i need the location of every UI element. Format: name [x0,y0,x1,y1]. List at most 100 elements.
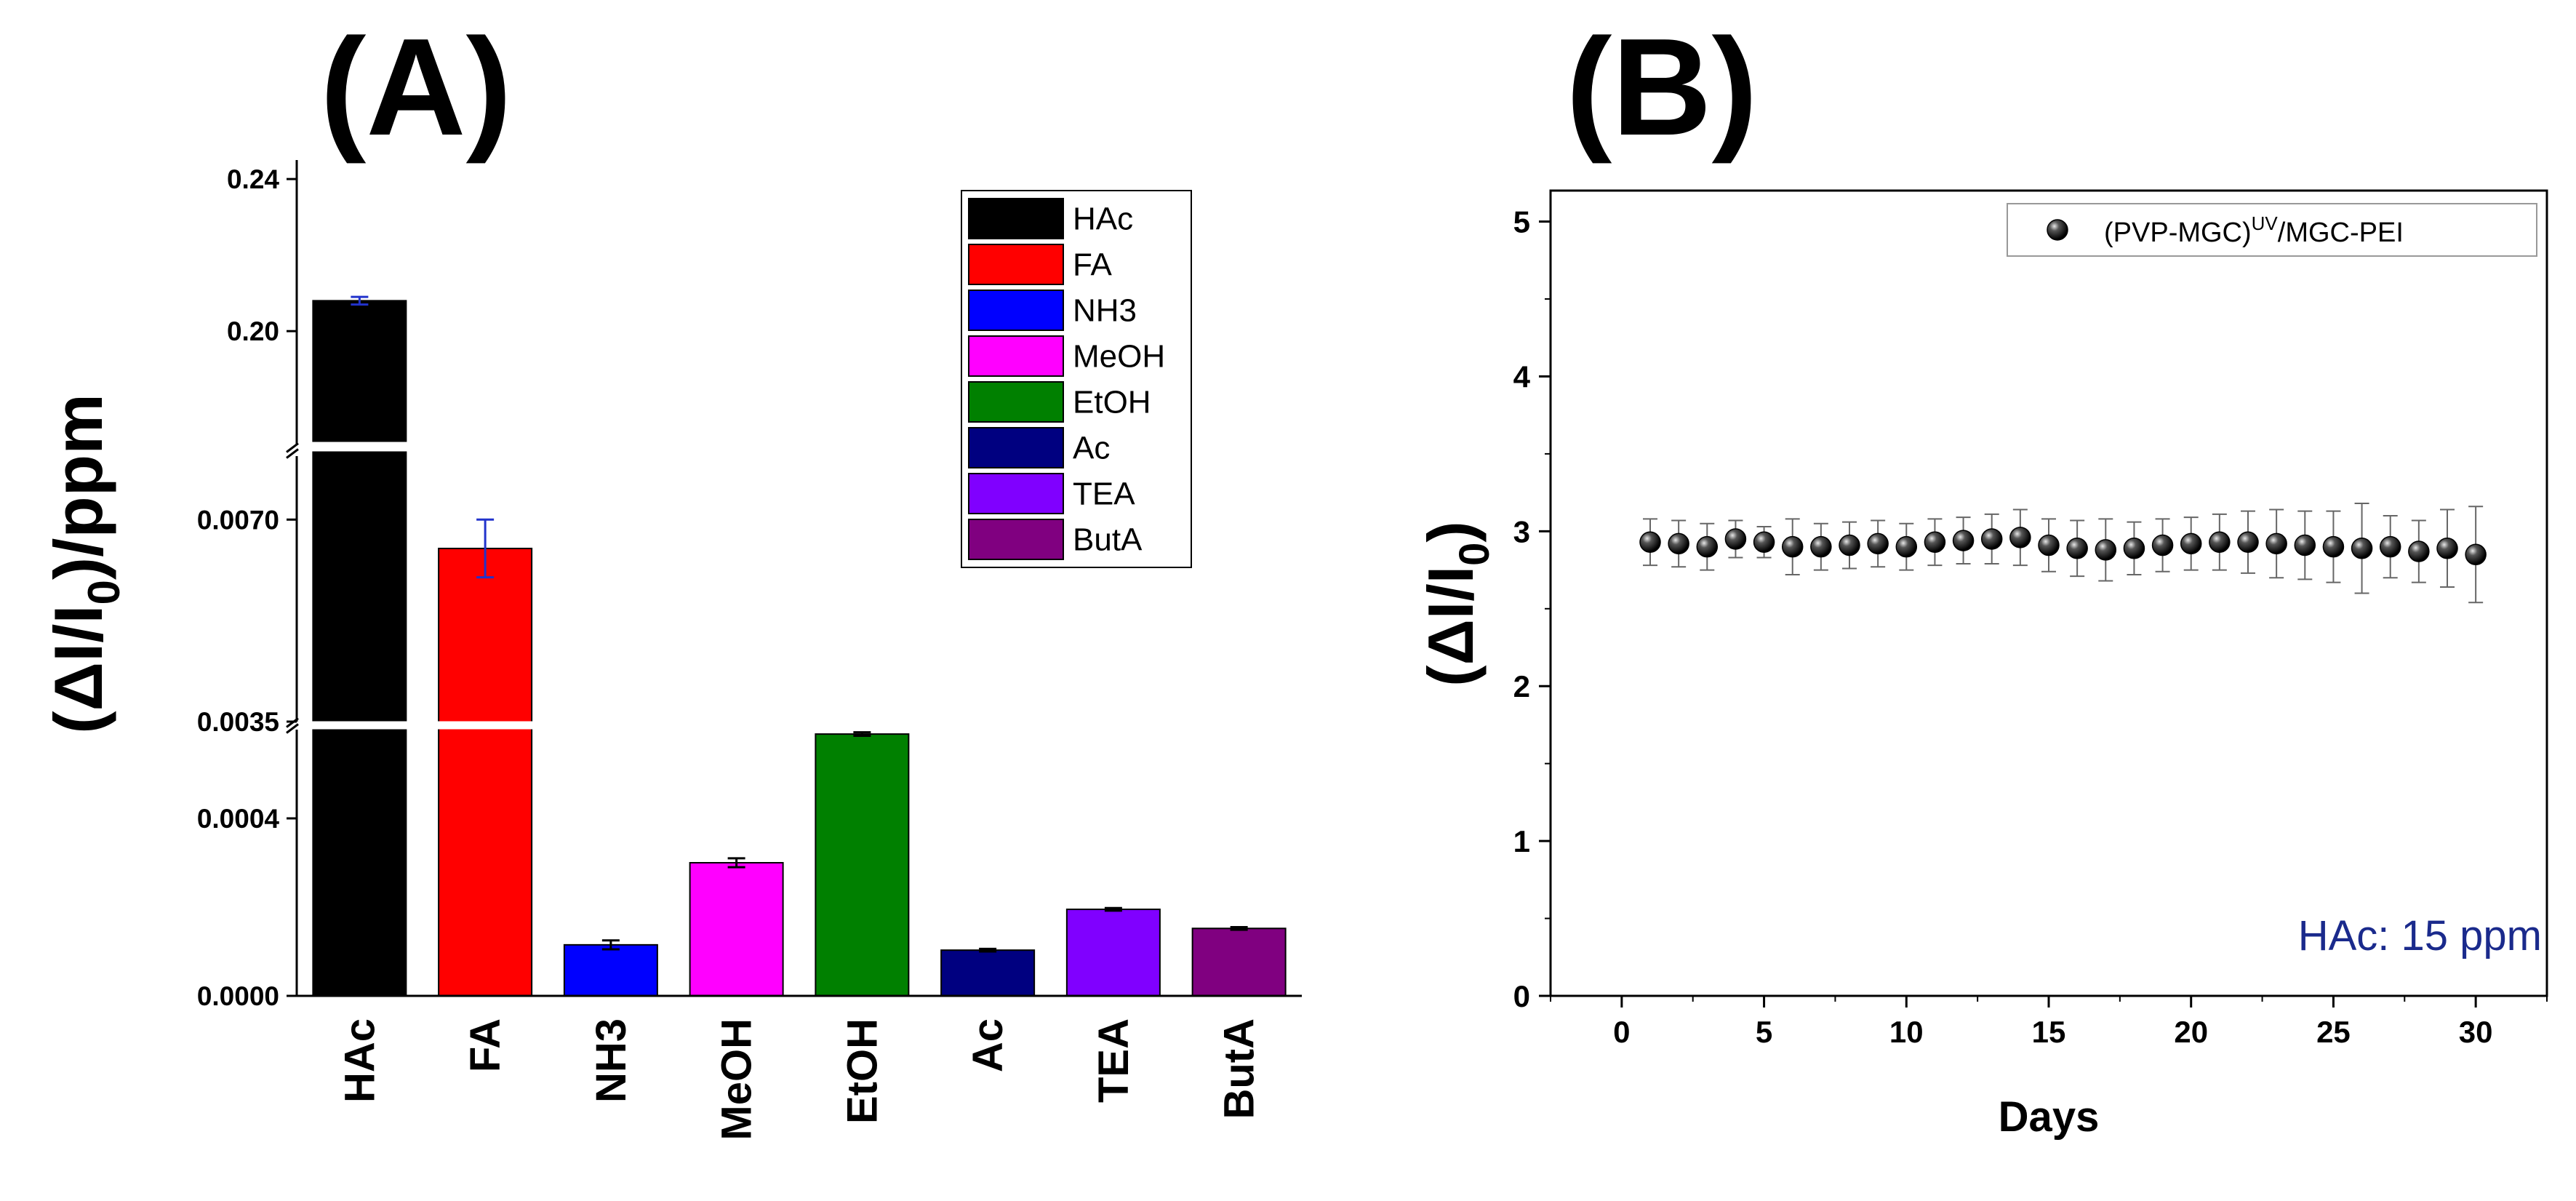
panel-a-label: (A) [320,10,512,164]
data-point-day-30 [2465,543,2487,566]
y-tick-label: 5 [1513,205,1530,239]
x-tick-label-nh3: NH3 [588,1018,635,1103]
panel-b-x-axis-title: Days [1999,1093,2100,1141]
data-point-day-18 [2123,538,2145,559]
y-tick-label: 0.24 [227,164,279,194]
x-tick-label: 0 [1613,1015,1630,1049]
legend-label-tea: TEA [1073,476,1135,512]
panel-b-y-axis-title: (ΔI/I0) [1415,521,1498,686]
legend-label-etoh: EtOH [1073,385,1151,420]
data-point-day-3 [1696,535,1719,558]
x-tick-label: 15 [2032,1015,2066,1049]
data-point-day-4 [1724,528,1747,550]
x-tick-label: 30 [2459,1015,2493,1049]
data-point-day-21 [2209,531,2231,553]
axis-break-mark [286,442,299,453]
legend-label-hac: HAc [1073,202,1133,237]
data-point-day-22 [2237,531,2259,553]
x-tick-label: 20 [2174,1015,2208,1049]
y-tick-label: 0.0035 [197,707,279,737]
data-point-day-10 [1895,535,1918,558]
data-point-day-17 [2095,539,2117,561]
x-tick-label-etoh: EtOH [839,1018,886,1124]
data-point-day-12 [1952,530,1975,551]
y-tick-label: 1 [1513,824,1530,858]
legend-swatch-tea [968,473,1064,514]
y-tick-label: 3 [1513,514,1530,548]
plot-frame [1549,189,2548,997]
x-tick-label-hac: HAc [336,1018,383,1103]
legend-marker [2047,219,2068,241]
bar-hac [312,300,407,997]
data-point-day-13 [1980,528,2003,550]
y-tick-label: 4 [1513,359,1531,394]
data-point-day-24 [2294,534,2316,556]
data-point-day-26 [2351,538,2373,559]
legend-label-meoh: MeOH [1073,339,1165,375]
y-tick-label: 0 [1513,979,1530,1013]
bar-buta [1191,927,1287,997]
x-tick-label-meoh: MeOH [713,1018,761,1141]
legend-label-ac: Ac [1073,431,1110,466]
axis-break-mark [286,723,299,734]
legend-swatch-etoh [968,381,1064,423]
bar-etoh [815,733,910,997]
panel-a: (A) HAc FA NH3 MeOH EtOH Ac TEA ButA 0.00000.00… [40,10,1303,1141]
data-point-day-8 [1839,534,1860,556]
data-point-day-28 [2408,540,2430,562]
panel-b-label: (B) [1566,10,1758,164]
legend-label-fa: FA [1073,247,1112,283]
legend-swatch-nh3 [968,290,1064,331]
x-tick-label-fa: FA [462,1018,509,1072]
panel-a-axes: 0.0000 0.0004 0.0035 0.0070 0.20 0.24 [197,160,1302,1011]
x-tick-label-tea: TEA [1090,1018,1137,1103]
data-point-day-15 [2038,534,2060,556]
axis-break-gap [295,721,1303,730]
legend-box [2007,203,2537,257]
panel-b-legend-label: (PVP-MGC)UV/MGC-PEI [2104,212,2404,248]
bar-meoh [689,862,784,997]
axis-break-mark [286,448,299,459]
legend-swatch-buta [968,519,1064,560]
x-tick-label: 10 [1889,1015,1924,1049]
legend-swatch-meoh [968,335,1064,377]
data-point-day-2 [1668,532,1689,555]
x-tick-label: 25 [2316,1015,2351,1049]
x-tick-label-ac: Ac [964,1018,1012,1072]
data-point-day-19 [2151,534,2174,556]
data-point-day-29 [2436,538,2458,559]
bar-ac [940,949,1036,997]
y-tick-label: 0.20 [227,316,279,346]
y-tick-label: 2 [1513,669,1530,703]
data-point-day-20 [2180,532,2202,555]
panel-b-annotation: HAc: 15 ppm [2298,912,2542,959]
y-tick-label: 0.0004 [197,804,280,834]
legend-swatch-fa [968,244,1064,285]
data-point-day-11 [1924,531,1946,553]
panel-a-legend: HAc FA NH3 MeOH EtOH Ac TEA ButA [961,190,1192,568]
data-point-day-27 [2379,535,2401,558]
bar-nh3 [563,943,658,997]
bar-fa [438,547,533,997]
legend-swatch-hac [968,198,1064,239]
bar-tea [1065,909,1161,997]
data-point-day-9 [1867,532,1889,555]
y-tick-label: 0.0000 [197,981,279,1011]
legend-swatch-ac [968,427,1064,468]
data-point-day-25 [2322,535,2345,558]
data-point-day-14 [2009,527,2031,548]
legend-label-buta: ButA [1073,522,1143,558]
data-point-day-7 [1810,535,1832,558]
legend-label-nh3: NH3 [1073,293,1137,329]
data-point-day-5 [1753,531,1775,553]
panel-b-plot: 0 5 10 15 20 25 30 0 1 2 3 4 5 [1513,189,2548,1049]
panel-a-y-axis-title: (ΔI/I0)/ppm [40,394,129,734]
panel-b: (B) 0 5 10 15 20 25 30 0 1 2 3 4 5 Days (ΔI/I0) HAc:… [1415,10,2548,1141]
data-point-day-6 [1781,535,1804,558]
data-point-day-1 [1639,531,1661,553]
panel-a-bars: HAc FA NH3 MeOH EtOH Ac TEA ButA [295,295,1303,1141]
x-tick-label-buta: ButA [1216,1018,1263,1120]
y-tick-label: 0.0070 [197,505,279,535]
x-tick-label: 5 [1756,1015,1772,1049]
